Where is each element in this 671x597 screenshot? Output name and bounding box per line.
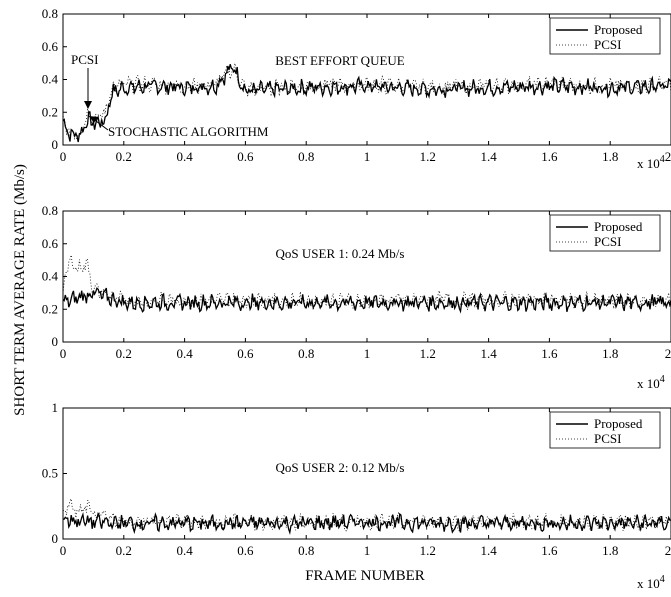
- y-tick-label: 0.4: [42, 72, 59, 87]
- x-tick-label: 0.8: [298, 346, 314, 361]
- x-tick-label: 0: [60, 543, 67, 558]
- chart-panel-3: 0 0.2 0.4 0.6 0.8 1 1.2 1.4 1.6 1.8 2 0 0.5 1 x 104 Pro…: [42, 400, 671, 591]
- x-tick-label: 1: [364, 149, 371, 164]
- x-multiplier-label: x 104: [637, 154, 665, 171]
- x-tick-label: 2: [665, 149, 671, 164]
- x-tick-label: 2: [665, 346, 671, 361]
- callout-arrowhead-pcsi: [84, 101, 92, 109]
- x-tick-label: 0.2: [116, 346, 132, 361]
- y-tick-label: 0: [52, 137, 59, 152]
- legend-box: [549, 17, 661, 55]
- x-tick-label: 1.2: [420, 543, 436, 558]
- legend-box: [549, 214, 661, 252]
- x-tick-label: 1.4: [480, 149, 497, 164]
- x-tick-label: 1.2: [420, 149, 436, 164]
- y-tick-label: 0.2: [42, 301, 58, 316]
- legend-label: Proposed: [594, 416, 643, 431]
- x-tick-label: 0.8: [298, 149, 314, 164]
- y-tick-label: 0: [52, 334, 59, 349]
- series-line-proposed: [62, 287, 671, 314]
- x-tick-label: 1.8: [602, 149, 618, 164]
- y-tick-label: 0.2: [42, 104, 58, 119]
- y-axis-label: SHORT TERM AVERAGE RATE (Mb/s): [12, 164, 28, 416]
- x-tick-label: 1.8: [602, 346, 618, 361]
- x-tick-label: 0.4: [176, 346, 193, 361]
- x-tick-label: 0.2: [116, 149, 132, 164]
- x-multiplier-label: x 104: [637, 574, 665, 591]
- y-tick-label: 0.6: [42, 39, 59, 54]
- chart-panel-1: 0 0.2 0.4 0.6 0.8 1 1.2 1.4 1.6 1.8 2 0 0.2 0.4 0.6 0.8…: [42, 6, 671, 171]
- x-tick-label: 1.4: [480, 543, 497, 558]
- legend-label: PCSI: [594, 431, 621, 446]
- legend-label: Proposed: [594, 219, 643, 234]
- x-tick-label: 0.6: [237, 543, 254, 558]
- x-multiplier-label: x 104: [637, 374, 665, 391]
- x-tick-label: 0.2: [116, 543, 132, 558]
- x-tick-label: 1.2: [420, 346, 436, 361]
- panel-annotation: QoS USER 1: 0.24 Mb/s: [276, 246, 405, 261]
- callout-pcsi: PCSI: [71, 52, 98, 67]
- y-tick-label: 0.4: [42, 269, 59, 284]
- x-tick-label: 1: [364, 543, 371, 558]
- x-tick-label: 0: [60, 346, 67, 361]
- x-tick-label: 1.8: [602, 543, 618, 558]
- x-tick-label: 1: [364, 346, 371, 361]
- y-tick-label: 0.8: [42, 6, 58, 21]
- legend-box: [549, 411, 661, 449]
- y-tick-label: 1: [52, 400, 59, 415]
- chart-panel-2: 0 0.2 0.4 0.6 0.8 1 1.2 1.4 1.6 1.8 2 0 0.2 0.4 0.6 0.8…: [42, 203, 671, 391]
- legend-label: PCSI: [594, 37, 621, 52]
- x-tick-label: 1.6: [541, 346, 558, 361]
- series-line-proposed: [62, 511, 671, 535]
- legend-label: Proposed: [594, 22, 643, 37]
- y-tick-label: 0: [52, 531, 59, 546]
- x-tick-label: 0.4: [176, 149, 193, 164]
- legend-label: PCSI: [594, 234, 621, 249]
- series-line-pcsi: [62, 497, 671, 533]
- y-tick-label: 0.5: [42, 466, 58, 481]
- y-tick-label: 0.6: [42, 236, 59, 251]
- x-tick-label: 0.6: [237, 346, 254, 361]
- callout-arrowhead-stochastic: [89, 116, 98, 123]
- x-tick-label: 2: [665, 543, 671, 558]
- panel-annotation: BEST EFFORT QUEUE: [275, 53, 405, 68]
- series-line-pcsi: [62, 254, 671, 312]
- x-tick-label: 1.6: [541, 543, 558, 558]
- x-tick-label: 0.4: [176, 543, 193, 558]
- callout-stochastic: STOCHASTIC ALGORITHM: [108, 124, 269, 139]
- panel-annotation: QoS USER 2: 0.12 Mb/s: [276, 460, 405, 475]
- x-tick-label: 0.8: [298, 543, 314, 558]
- x-axis-label: FRAME NUMBER: [305, 568, 425, 584]
- x-tick-label: 0: [60, 149, 67, 164]
- panels: 0 0.2 0.4 0.6 0.8 1 1.2 1.4 1.6 1.8 2 0 0.2 0.4 0.6 0.8…: [42, 6, 671, 591]
- x-tick-label: 1.6: [541, 149, 558, 164]
- x-tick-label: 1.4: [480, 346, 497, 361]
- y-tick-label: 0.8: [42, 203, 58, 218]
- x-tick-label: 0.6: [237, 149, 254, 164]
